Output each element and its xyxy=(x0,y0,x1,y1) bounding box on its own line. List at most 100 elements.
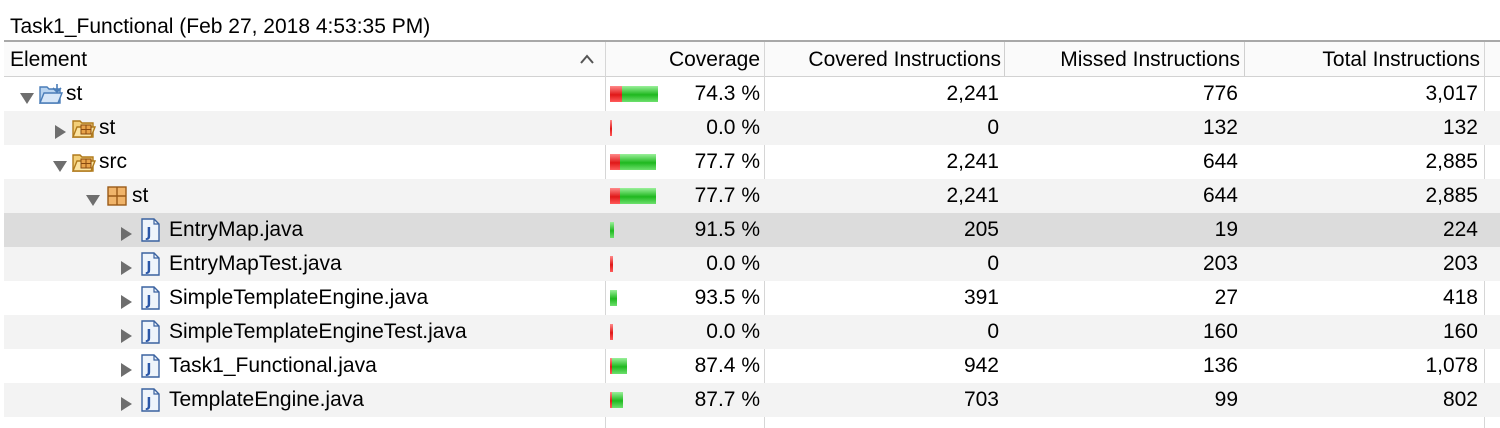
expand-toggle-open-icon[interactable] xyxy=(53,155,67,172)
package-icon xyxy=(104,184,130,208)
covered-bar-segment xyxy=(620,188,656,204)
column-separator[interactable] xyxy=(1004,42,1005,76)
column-separator[interactable] xyxy=(1244,42,1245,76)
expand-toggle-closed-icon[interactable] xyxy=(119,325,133,343)
project-folder-icon xyxy=(38,82,64,106)
expand-toggle-open-icon[interactable] xyxy=(20,87,34,104)
total-instructions-value: 418 xyxy=(1442,286,1478,309)
missed-bar-segment xyxy=(610,256,613,272)
svg-text:J: J xyxy=(146,396,152,411)
java-file-icon: J xyxy=(137,388,163,412)
missed-instructions-value: 136 xyxy=(1202,354,1238,377)
column-header-missed-instructions[interactable]: Missed Instructions xyxy=(1060,48,1240,71)
missed-bar-segment xyxy=(610,120,612,136)
coverage-bar xyxy=(610,188,656,204)
java-file-icon: J xyxy=(137,218,163,242)
missed-instructions-value: 203 xyxy=(1202,252,1238,275)
element-name: SimpleTemplateEngineTest.java xyxy=(169,320,467,343)
svg-text:J: J xyxy=(146,328,152,343)
covered-instructions-value: 0 xyxy=(987,116,999,139)
covered-instructions-value: 2,241 xyxy=(946,82,999,105)
table-row[interactable]: J EntryMapTest.java 0.0 % 0 203 203 xyxy=(4,247,1500,281)
element-name: st xyxy=(99,116,116,139)
total-instructions-value: 3,017 xyxy=(1425,82,1478,105)
total-instructions-value: 224 xyxy=(1442,218,1478,241)
coverage-value: 91.5 % xyxy=(694,218,760,241)
table-row[interactable]: st 0.0 % 0 132 132 xyxy=(4,111,1500,145)
coverage-value: 0.0 % xyxy=(706,320,760,343)
table-row[interactable]: st 74.3 % 2,241 776 3,017 xyxy=(4,77,1500,111)
missed-bar-segment xyxy=(610,188,620,204)
element-name: SimpleTemplateEngine.java xyxy=(169,286,429,309)
coverage-value: 0.0 % xyxy=(706,252,760,275)
coverage-value: 87.4 % xyxy=(694,354,760,377)
element-name: Task1_Functional.java xyxy=(169,354,377,377)
total-instructions-value: 1,078 xyxy=(1425,354,1478,377)
coverage-bar xyxy=(610,154,656,170)
column-header-total-instructions[interactable]: Total Instructions xyxy=(1322,48,1480,71)
sort-ascending-icon[interactable] xyxy=(580,53,594,65)
package-folder-icon xyxy=(71,150,97,174)
total-instructions-value: 203 xyxy=(1442,252,1478,275)
java-file-icon: J xyxy=(137,354,163,378)
missed-instructions-value: 160 xyxy=(1202,320,1238,343)
missed-bar-segment xyxy=(610,358,612,374)
expand-toggle-closed-icon[interactable] xyxy=(119,393,133,411)
expand-toggle-closed-icon[interactable] xyxy=(119,359,133,377)
column-header-coverage[interactable]: Coverage xyxy=(668,48,760,71)
expand-toggle-closed-icon[interactable] xyxy=(119,257,133,275)
total-instructions-value: 2,885 xyxy=(1425,150,1478,173)
table-row[interactable]: st 77.7 % 2,241 644 2,885 xyxy=(4,179,1500,213)
missed-bar-segment xyxy=(610,154,620,170)
coverage-bar xyxy=(610,358,627,374)
element-name: EntryMapTest.java xyxy=(169,252,342,275)
table-row[interactable]: J SimpleTemplateEngine.java 93.5 % 391 27 418 xyxy=(4,281,1500,315)
element-name: st xyxy=(132,184,149,207)
svg-text:J: J xyxy=(146,226,152,241)
element-name: TemplateEngine.java xyxy=(169,388,364,411)
coverage-bar xyxy=(610,120,612,136)
svg-text:J: J xyxy=(146,294,152,309)
missed-instructions-value: 132 xyxy=(1202,116,1238,139)
coverage-table: Element Coverage Covered Instructions Mi… xyxy=(4,42,1500,428)
title-divider xyxy=(4,40,1500,42)
covered-instructions-value: 942 xyxy=(963,354,999,377)
missed-bar-segment xyxy=(610,392,612,408)
expand-toggle-closed-icon[interactable] xyxy=(119,291,133,309)
covered-bar-segment xyxy=(612,392,623,408)
covered-instructions-value: 0 xyxy=(987,252,999,275)
coverage-bar xyxy=(610,290,617,306)
svg-text:J: J xyxy=(146,260,152,275)
coverage-bar xyxy=(610,392,623,408)
expand-toggle-closed-icon[interactable] xyxy=(119,223,133,241)
table-header: Element Coverage Covered Instructions Mi… xyxy=(4,42,1500,77)
missed-bar-segment xyxy=(610,324,613,340)
column-header-element[interactable]: Element xyxy=(10,48,88,71)
missed-instructions-value: 644 xyxy=(1202,184,1238,207)
covered-instructions-value: 205 xyxy=(963,218,999,241)
covered-bar-segment xyxy=(612,358,627,374)
coverage-value: 87.7 % xyxy=(694,388,760,411)
total-instructions-value: 2,885 xyxy=(1425,184,1478,207)
total-instructions-value: 802 xyxy=(1442,388,1478,411)
table-row[interactable]: J TemplateEngine.java 87.7 % 703 99 802 xyxy=(4,383,1500,417)
total-instructions-value: 160 xyxy=(1442,320,1478,343)
table-row[interactable]: src 77.7 % 2,241 644 2,885 xyxy=(4,145,1500,179)
expand-toggle-open-icon[interactable] xyxy=(86,189,100,206)
table-row[interactable]: J SimpleTemplateEngineTest.java 0.0 % 0 160 1… xyxy=(4,315,1500,349)
coverage-bar xyxy=(610,222,614,238)
total-instructions-value: 132 xyxy=(1442,116,1478,139)
coverage-value: 0.0 % xyxy=(706,116,760,139)
element-name: src xyxy=(99,150,127,173)
table-row[interactable]: J Task1_Functional.java 87.4 % 942 136 1,078 xyxy=(4,349,1500,383)
covered-instructions-value: 2,241 xyxy=(946,184,999,207)
table-row[interactable]: J EntryMap.java 91.5 % 205 19 224 xyxy=(4,213,1500,247)
coverage-value: 77.7 % xyxy=(694,150,760,173)
missed-instructions-value: 776 xyxy=(1202,82,1238,105)
coverage-value: 74.3 % xyxy=(694,82,760,105)
svg-text:J: J xyxy=(146,362,152,377)
coverage-value: 77.7 % xyxy=(694,184,760,207)
element-name: EntryMap.java xyxy=(169,218,304,241)
expand-toggle-closed-icon[interactable] xyxy=(53,121,67,139)
column-header-covered-instructions[interactable]: Covered Instructions xyxy=(808,48,1001,71)
